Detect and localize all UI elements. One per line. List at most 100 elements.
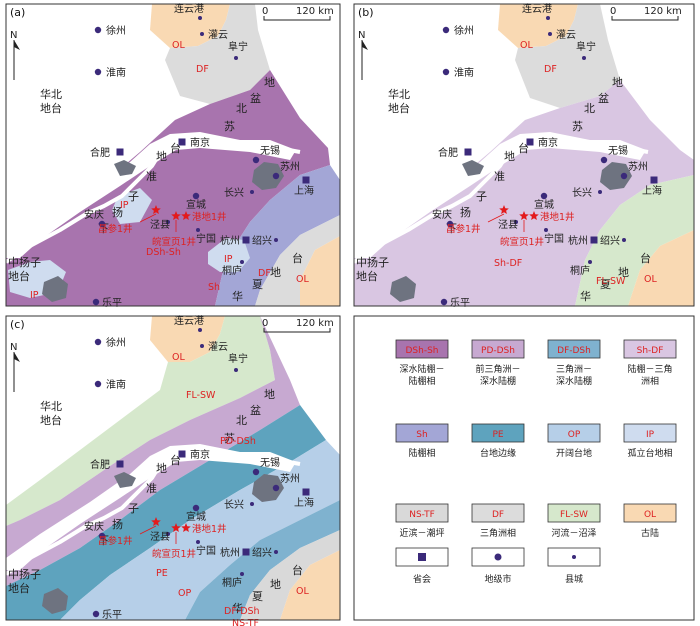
prefecture-city-marker: [620, 172, 628, 180]
panel-a-frame: [5, 3, 341, 307]
region-xiayangzi-char: 子: [476, 190, 487, 203]
city-label-nanjing: 南京: [538, 136, 558, 149]
prefecture-city-marker: [600, 156, 608, 164]
region-huaxia-char: 夏: [252, 590, 263, 603]
city-label-hangzhou: 杭州: [568, 234, 588, 247]
well-label-wanxuanye: 皖宣页1井: [152, 548, 196, 560]
north-label: N: [10, 30, 17, 41]
legend-name: 陆棚相: [408, 375, 435, 387]
facies-label: OL: [172, 352, 185, 363]
scale-distance: 120 km: [296, 6, 334, 17]
city-label-xuancheng: 宣城: [186, 198, 206, 211]
legend-code: DF: [492, 510, 504, 520]
legend-swatch: [547, 503, 601, 523]
legend-code: IP: [646, 430, 655, 440]
city-label-xuancheng: 宣城: [534, 198, 554, 211]
well-star: [171, 523, 181, 532]
region-huaxia-char: 夏: [252, 278, 263, 291]
county-marker: [198, 16, 202, 20]
city-label-guanyun: 灌云: [208, 341, 228, 353]
city-label-leping: 乐平: [102, 297, 122, 309]
legend-name: 省会: [413, 573, 431, 585]
legend-swatch: [623, 423, 677, 443]
city-label-ningguo: 宁国: [544, 232, 564, 245]
prefecture-city-marker: [442, 68, 450, 76]
region-xiayangzi-char: 下: [98, 222, 109, 235]
city-label-hangzhou: 杭州: [220, 234, 240, 247]
region-xiayangzi-char: 子: [128, 190, 139, 203]
chaohu-lake: [114, 160, 136, 176]
county-marker: [234, 56, 238, 60]
legend-name: 陆棚－三角: [627, 363, 672, 375]
city-label-changxing: 长兴: [224, 499, 244, 511]
well-star: [529, 211, 539, 220]
county-marker: [200, 32, 204, 36]
city-label-leping: 乐平: [450, 297, 470, 309]
county-marker: [598, 190, 602, 194]
county-marker: [582, 56, 586, 60]
taihu-lake: [252, 162, 284, 190]
well-label-changcan: 昌参1井: [98, 223, 133, 235]
legend-dot-symbol: [494, 553, 502, 561]
legend-name: 深水陆棚: [480, 375, 516, 387]
region-huabei: 华北: [40, 399, 62, 413]
region-xiayangzi-char: 扬: [112, 517, 123, 531]
city-label-anqing: 安庆: [432, 208, 452, 221]
prefecture-city-marker: [98, 532, 106, 540]
provincial-capital-marker: [590, 236, 598, 244]
region-zhongyangzi: 中扬子: [356, 255, 389, 269]
region-huaxia-char: 夏: [600, 278, 611, 291]
legend-item: OL 古陆: [623, 503, 677, 539]
north-label: N: [10, 342, 17, 353]
city-label-lianyungang: 连云港: [522, 2, 552, 15]
provincial-capital-marker: [464, 148, 472, 156]
chaohu-lake: [114, 472, 136, 488]
county-marker: [514, 220, 518, 224]
city-label-jingxian: 泾县: [498, 218, 518, 231]
county-marker: [544, 228, 548, 232]
region-xiayangzi-char: 下: [446, 222, 457, 235]
region-xiayangzi-char: 台: [170, 141, 181, 155]
city-label-xuzhou: 徐州: [106, 336, 126, 349]
prefecture-city-marker: [272, 172, 280, 180]
scale-distance: 120 km: [644, 6, 682, 17]
provincial-capital-marker: [302, 488, 310, 496]
yangtze-river: [352, 136, 649, 264]
well-leader: [487, 213, 505, 223]
city-label-suzhou: 苏州: [280, 472, 300, 485]
city-label-huainan: 淮南: [106, 66, 126, 79]
legend-item: FL-SW 河流－沼泽: [547, 503, 601, 539]
city-label-huainan: 淮南: [106, 378, 126, 391]
region-subei-char: 地: [612, 76, 623, 89]
city-label-lianyungang: 连云港: [174, 2, 204, 15]
city-label-guanyun: 灌云: [556, 29, 576, 41]
legend-swatch: [471, 423, 525, 443]
well-label-gangdi: 港地1井: [192, 523, 227, 535]
city-label-shanghai: 上海: [642, 184, 662, 197]
legend-name: 河流－沼泽: [551, 527, 596, 539]
legend-name: 洲相: [641, 375, 659, 387]
county-marker: [196, 228, 200, 232]
county-marker: [622, 238, 626, 242]
facies-label: OL: [296, 274, 309, 285]
region-zhongyangzi: 地台: [8, 581, 30, 595]
city-label-anqing: 安庆: [84, 208, 104, 221]
legend-name: 开阔台地: [556, 447, 592, 459]
scale-bar: [263, 16, 331, 21]
legend-name: 台地边缘: [480, 447, 516, 459]
city-label-ningguo: 宁国: [196, 544, 216, 557]
well-star: [151, 205, 161, 214]
county-marker: [274, 550, 278, 554]
yangtze-river: [4, 448, 301, 576]
county-marker: [166, 220, 170, 224]
prefecture-city-marker: [94, 380, 102, 388]
legend-name: 孤立台地相: [627, 447, 672, 459]
facies-label: FL-SW: [186, 390, 216, 401]
region-subei-char: 北: [236, 102, 247, 115]
region-subei-char: 苏: [572, 120, 583, 133]
facies-label: Sh: [208, 282, 220, 293]
legend-swatch: [395, 423, 449, 443]
city-label-suzhou: 苏州: [628, 160, 648, 173]
prefecture-city-marker: [192, 192, 200, 200]
well-label-wanxuanye: 皖宣页1井: [500, 236, 544, 248]
